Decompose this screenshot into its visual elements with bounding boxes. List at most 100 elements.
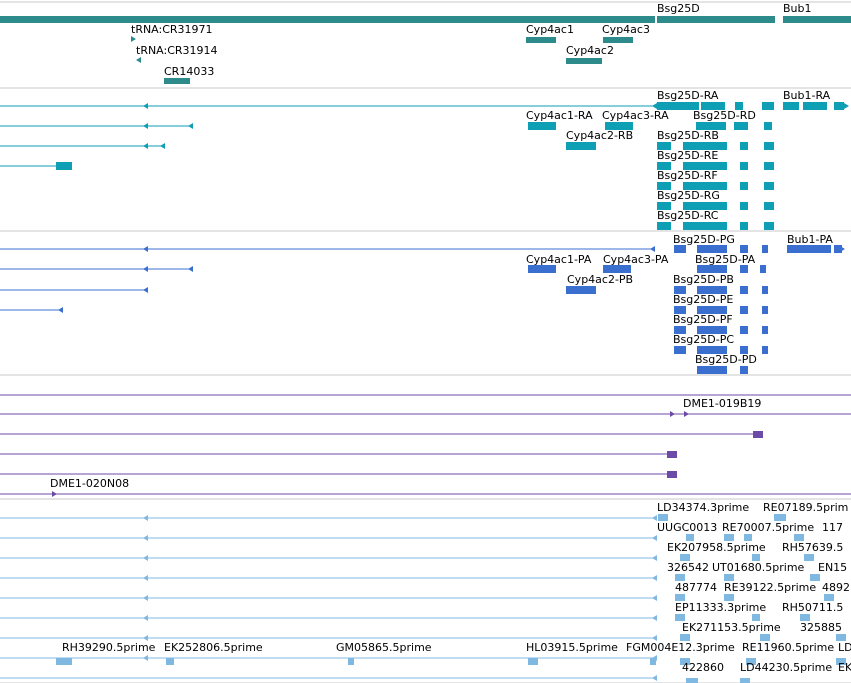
gene-feature-label[interactable]: Bsg25D [657, 2, 700, 15]
est-feature-block[interactable] [800, 614, 810, 621]
est-feature-block[interactable] [752, 614, 760, 621]
transcript-feature-block[interactable] [657, 222, 671, 230]
protein-feature-block[interactable] [762, 286, 768, 294]
transcript-feature-block[interactable] [683, 162, 727, 170]
protein-feature-label[interactable]: Cyp4ac1-PA [526, 253, 592, 266]
transcript-feature-label[interactable]: Bub1-RA [783, 89, 831, 102]
est-feature-block[interactable] [724, 574, 734, 581]
transcript-feature-block[interactable] [701, 102, 725, 110]
gene-feature-label[interactable]: Cyp4ac3 [602, 23, 650, 36]
est-feature-label[interactable]: 422860 [682, 661, 724, 674]
protein-feature-label[interactable]: Bub1-PA [787, 233, 833, 246]
gene-feature-block[interactable] [657, 16, 775, 23]
gene-feature-label[interactable]: tRNA:CR31971 [131, 23, 213, 36]
protein-feature-block[interactable] [740, 265, 748, 273]
protein-feature-label[interactable]: Bsg25D-PA [695, 253, 756, 266]
protein-feature-block[interactable] [740, 326, 748, 334]
est-feature-block[interactable] [686, 678, 698, 683]
transcript-feature-block[interactable] [657, 142, 671, 150]
est-feature-label[interactable]: LD [838, 641, 851, 654]
gene-feature-block[interactable] [783, 16, 851, 23]
est-feature-block[interactable] [675, 594, 685, 601]
protein-feature-block[interactable] [762, 326, 768, 334]
transcript-feature-label[interactable]: Bsg25D-RA [657, 89, 719, 102]
protein-feature-label[interactable]: Bsg25D-PE [673, 293, 733, 306]
protein-feature-block[interactable] [834, 245, 842, 253]
est-feature-label[interactable]: 4892 [822, 581, 850, 594]
gene-feature-block[interactable] [164, 78, 190, 84]
est-feature-block[interactable] [658, 514, 668, 521]
protein-feature-block[interactable] [762, 346, 768, 354]
protein-feature-block[interactable] [697, 346, 727, 354]
est-feature-label[interactable]: 326542 [667, 561, 709, 574]
est-feature-block[interactable] [794, 534, 804, 541]
est-feature-label[interactable]: 325885 [800, 621, 842, 634]
est-feature-label[interactable]: RE11960.5prime [742, 641, 834, 654]
est-feature-block[interactable] [752, 554, 760, 561]
gene-feature-label[interactable]: tRNA:CR31914 [136, 44, 218, 57]
est-feature-block[interactable] [746, 658, 756, 665]
transcript-feature-block[interactable] [803, 102, 827, 110]
est-feature-label[interactable]: EN15 [818, 561, 847, 574]
est-feature-block[interactable] [528, 658, 538, 665]
protein-feature-label[interactable]: Bsg25D-PF [673, 313, 733, 326]
transcript-feature-block[interactable] [740, 222, 748, 230]
transcript-feature-block[interactable] [528, 122, 556, 130]
clone-feature-block[interactable] [753, 431, 763, 438]
transcript-feature-block[interactable] [834, 102, 844, 110]
transcript-feature-block[interactable] [696, 122, 726, 130]
est-feature-label[interactable]: RE39122.5prime [724, 581, 816, 594]
gene-feature-block[interactable] [566, 58, 602, 64]
est-feature-label[interactable]: LD34374.3prime [657, 501, 749, 514]
transcript-feature-label[interactable]: Cyp4ac3-RA [602, 109, 669, 122]
est-feature-label[interactable]: RH39290.5prime [62, 641, 156, 654]
est-feature-label[interactable]: RE07189.5prim [763, 501, 848, 514]
clone-feature-label[interactable]: DME1-020N08 [50, 477, 129, 490]
protein-feature-block[interactable] [674, 326, 686, 334]
transcript-feature-block[interactable] [683, 142, 727, 150]
protein-feature-block[interactable] [674, 346, 686, 354]
transcript-feature-block[interactable] [740, 182, 748, 190]
transcript-feature-label[interactable]: Bsg25D-RB [657, 129, 719, 142]
transcript-feature-block[interactable] [657, 162, 671, 170]
protein-feature-block[interactable] [603, 265, 631, 273]
est-feature-label[interactable]: 117 [822, 521, 843, 534]
transcript-feature-label[interactable]: Bsg25D-RE [657, 149, 718, 162]
protein-feature-block[interactable] [760, 265, 766, 273]
protein-feature-block[interactable] [740, 245, 748, 253]
est-feature-label[interactable]: LD44230.5prime [740, 661, 832, 674]
protein-feature-block[interactable] [787, 245, 803, 253]
protein-feature-block[interactable] [674, 286, 686, 294]
protein-feature-block[interactable] [740, 286, 748, 294]
transcript-feature-block[interactable] [657, 182, 671, 190]
est-feature-block[interactable] [744, 534, 752, 541]
transcript-feature-block[interactable] [764, 162, 774, 170]
est-feature-label[interactable]: EK207958.5prime [667, 541, 766, 554]
transcript-feature-label[interactable]: Bsg25D-RF [657, 169, 718, 182]
clone-feature-block[interactable] [667, 471, 677, 478]
est-feature-block[interactable] [804, 554, 814, 561]
transcript-feature-block[interactable] [764, 122, 772, 130]
est-feature-block[interactable] [680, 554, 690, 561]
est-feature-label[interactable]: FGM004E12.3prime [626, 641, 735, 654]
transcript-feature-block[interactable] [735, 102, 743, 110]
protein-feature-label[interactable]: Bsg25D-PB [673, 273, 734, 286]
est-feature-block[interactable] [810, 574, 820, 581]
transcript-feature-block[interactable] [657, 102, 699, 110]
est-feature-block[interactable] [680, 658, 690, 665]
clone-feature-block[interactable] [667, 451, 677, 458]
protein-feature-block[interactable] [528, 265, 556, 273]
protein-feature-block[interactable] [740, 346, 748, 354]
est-feature-label[interactable]: RH50711.5 [782, 601, 843, 614]
est-feature-block[interactable] [740, 678, 750, 683]
est-feature-block[interactable] [760, 634, 770, 641]
est-feature-label[interactable]: EK271153.5prime [682, 621, 781, 634]
transcript-feature-label[interactable]: Bsg25D-RG [657, 189, 720, 202]
est-feature-block[interactable] [675, 574, 685, 581]
protein-feature-block[interactable] [803, 245, 831, 253]
est-feature-block[interactable] [680, 634, 690, 641]
protein-feature-block[interactable] [740, 306, 748, 314]
protein-feature-block[interactable] [697, 306, 727, 314]
gene-feature-label[interactable]: CR14033 [164, 65, 214, 78]
est-feature-block[interactable] [348, 658, 354, 665]
